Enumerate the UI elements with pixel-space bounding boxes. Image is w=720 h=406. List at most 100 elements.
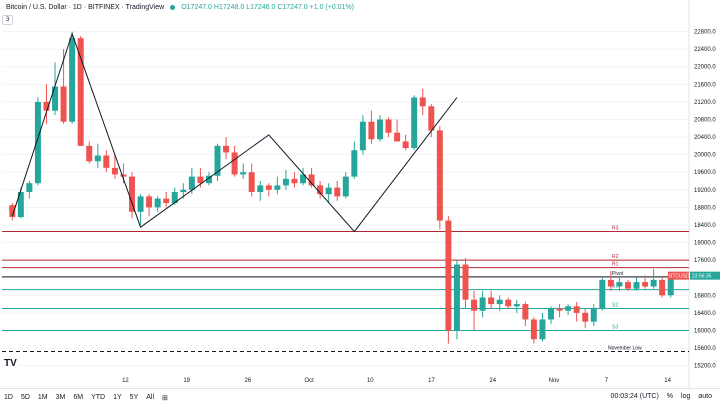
- candle-body: [274, 185, 281, 190]
- timeframe-1m[interactable]: 1M: [37, 394, 48, 401]
- time-tick-label: 10: [367, 378, 374, 384]
- candle-body: [43, 101, 50, 111]
- candle-body: [573, 306, 580, 313]
- symbol-tag-label: BTCUSD: [669, 274, 690, 280]
- candle-body: [334, 187, 341, 197]
- candle-body: [180, 189, 187, 192]
- candle-body: [607, 279, 614, 287]
- candle-body: [368, 121, 375, 140]
- tradingview-logo[interactable]: TV: [4, 358, 17, 369]
- candle-body: [146, 196, 153, 208]
- candle-body: [223, 145, 230, 153]
- candle-body: [300, 174, 307, 184]
- candle-body: [590, 308, 597, 322]
- pivot-level-label: S1: [612, 284, 618, 290]
- candle-body: [240, 172, 247, 175]
- candle-body: [599, 279, 606, 309]
- candle-body: [342, 176, 349, 197]
- candle-body: [565, 306, 572, 311]
- candle-body: [163, 198, 170, 203]
- bottom-toolbar: 1D 5D 1M 3M 6M YTD 1Y 5Y All ⊞ 00:03:24 …: [0, 388, 720, 406]
- candle-body: [624, 282, 631, 289]
- candle-body: [137, 196, 144, 212]
- price-tick-label: 20000.0: [694, 153, 716, 159]
- candle-body: [257, 185, 264, 192]
- market-status-dot: [170, 4, 176, 10]
- time-tick-label: Oct: [304, 378, 314, 384]
- candle-body: [376, 119, 383, 140]
- candle-body: [52, 86, 59, 111]
- candle-body: [94, 155, 101, 162]
- log-toggle[interactable]: log: [681, 393, 691, 400]
- candle-body: [120, 174, 127, 177]
- candle-body: [496, 299, 503, 305]
- candle-body: [17, 192, 24, 218]
- candle-body: [385, 119, 392, 133]
- pivot-level-label: R3: [612, 226, 619, 232]
- candle-body: [471, 299, 478, 311]
- timeframe-3m[interactable]: 3M: [55, 394, 66, 401]
- price-tick-label: 21200.0: [694, 100, 716, 106]
- last-price-tag: [690, 271, 720, 280]
- symbol-price-tag: [668, 271, 689, 280]
- candle-body: [659, 279, 666, 296]
- timeframe-1y[interactable]: 1Y: [113, 394, 122, 401]
- candle-body: [129, 176, 135, 212]
- price-tick-label: 22400.0: [694, 47, 716, 53]
- candle-body: [282, 178, 289, 186]
- candle-body: [436, 130, 443, 221]
- time-tick-label: 17: [428, 378, 435, 384]
- candle-body: [60, 86, 67, 122]
- candle-body: [394, 132, 401, 142]
- candle-body: [633, 282, 640, 289]
- candle-body: [154, 198, 161, 208]
- timeframe-5d[interactable]: 5D: [20, 394, 30, 401]
- candle-body: [428, 106, 435, 131]
- price-chart[interactable]: 22800.0 22400.0 22000.0 21600.0 21200.0 20800…: [0, 0, 720, 388]
- candle-body: [231, 152, 238, 175]
- candle-body: [462, 264, 469, 300]
- timeframe-ytd[interactable]: YTD: [91, 394, 106, 401]
- percent-toggle[interactable]: %: [666, 393, 674, 400]
- candle-body: [539, 319, 546, 340]
- pivot-level-label: S2: [612, 302, 618, 308]
- candle-body: [325, 187, 332, 195]
- time-tick-label: 19: [183, 378, 190, 384]
- date-range-icon[interactable]: ⊞: [162, 394, 168, 402]
- timeframe-6m[interactable]: 6M: [73, 394, 84, 401]
- candle-body: [86, 145, 93, 162]
- time-tick-label: 12: [122, 378, 129, 384]
- symbol-title[interactable]: Bitcoin / U.S. Dollar · 1D · BITFINEX · …: [6, 3, 165, 11]
- candle-body: [453, 264, 460, 331]
- candle-body: [402, 141, 409, 149]
- timeframe-1d[interactable]: 1D: [4, 394, 13, 401]
- candle-body: [291, 178, 298, 184]
- auto-toggle[interactable]: auto: [698, 393, 712, 400]
- candle-body: [103, 155, 110, 168]
- candle-body: [359, 121, 366, 151]
- candle-body: [522, 304, 529, 320]
- candle-body: [317, 185, 324, 195]
- time-tick-label: 26: [245, 378, 252, 384]
- price-tick-label: 18000.0: [694, 241, 716, 247]
- pivot-level-label: S3: [612, 324, 618, 330]
- zigzag-line: [11, 32, 458, 233]
- candle-body: [530, 319, 537, 340]
- indicator-toggle[interactable]: 3: [2, 15, 14, 25]
- candle-body: [77, 38, 84, 146]
- candle-body: [26, 183, 33, 192]
- last-price-countdown: 23:56:35: [692, 274, 712, 280]
- price-tick-label: 20400.0: [694, 135, 716, 141]
- candle-body: [513, 304, 520, 307]
- timeframe-all[interactable]: All: [146, 394, 155, 401]
- candle-body: [419, 97, 426, 107]
- price-tick-label: 22000.0: [694, 65, 716, 71]
- price-tick-label: 22800.0: [694, 30, 716, 36]
- price-tick-label: 16000.0: [694, 328, 716, 334]
- candle-body: [548, 308, 554, 320]
- november-low-label: November Low: [608, 346, 642, 352]
- candle-body: [351, 150, 358, 177]
- candle-body: [445, 220, 452, 331]
- utc-clock[interactable]: 00:03:24 (UTC): [610, 393, 659, 400]
- timeframe-5y[interactable]: 5Y: [129, 394, 139, 401]
